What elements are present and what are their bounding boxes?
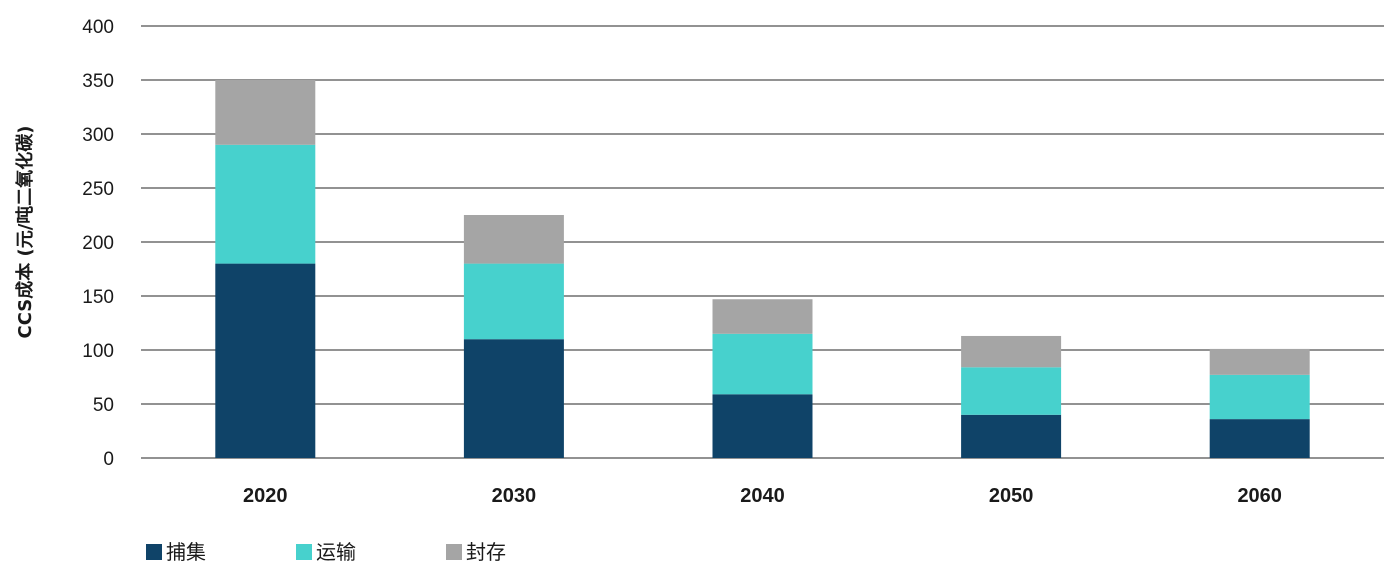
- x-tick-label: 2020: [243, 485, 288, 507]
- y-tick-label: 50: [93, 395, 114, 416]
- legend-label: 封存: [466, 540, 506, 564]
- legend-item: 封存: [446, 540, 506, 564]
- bars: [215, 80, 1310, 458]
- y-tick-label: 150: [82, 287, 114, 308]
- x-tick-label: 2040: [740, 485, 785, 507]
- y-tick-label: 250: [82, 179, 114, 200]
- y-tick-label: 100: [82, 341, 114, 362]
- y-tick-label: 0: [103, 449, 114, 470]
- y-axis-ticks: 0 50 100 150 200 250 300 350 400: [82, 17, 114, 470]
- legend-item: 运输: [296, 540, 356, 564]
- bar-segment-2020-捕集: [215, 263, 316, 458]
- legend-swatch: [446, 544, 462, 560]
- bar-segment-2030-运输: [463, 263, 564, 340]
- y-tick-label: 200: [82, 233, 114, 254]
- y-tick-label: 400: [82, 17, 114, 38]
- y-tick-label: 300: [82, 125, 114, 146]
- bar-segment-2040-捕集: [712, 394, 813, 458]
- gridlines: [141, 25, 1384, 459]
- bar-segment-2040-运输: [712, 333, 813, 395]
- bar-segment-2030-封存: [463, 215, 564, 264]
- legend-swatch: [146, 544, 162, 560]
- legend-swatch: [296, 544, 312, 560]
- bar-segment-2020-封存: [215, 80, 316, 145]
- bar-segment-2050-运输: [961, 367, 1062, 415]
- y-axis-title: CCS成本 (元/吨二氧化碳): [14, 125, 36, 338]
- bar-segment-2060-运输: [1209, 374, 1310, 420]
- x-tick-label: 2060: [1237, 485, 1282, 507]
- x-tick-label: 2050: [989, 485, 1034, 507]
- bar-segment-2020-运输: [215, 144, 316, 264]
- legend: 捕集 运输 封存: [146, 540, 506, 564]
- bar-segment-2060-捕集: [1209, 419, 1310, 458]
- bar-segment-2030-捕集: [463, 339, 564, 458]
- legend-item: 捕集: [146, 540, 206, 564]
- bar-segment-2050-捕集: [961, 414, 1062, 458]
- bar-segment-2060-封存: [1209, 348, 1310, 375]
- x-tick-label: 2030: [492, 485, 537, 507]
- bar-segment-2050-封存: [961, 335, 1062, 368]
- legend-label: 运输: [316, 540, 356, 564]
- bar-segment-2040-封存: [712, 299, 813, 334]
- y-tick-label: 350: [82, 71, 114, 92]
- x-axis-ticks: 2020 2030 2040 2050 2060: [243, 485, 1282, 507]
- legend-label: 捕集: [166, 540, 206, 564]
